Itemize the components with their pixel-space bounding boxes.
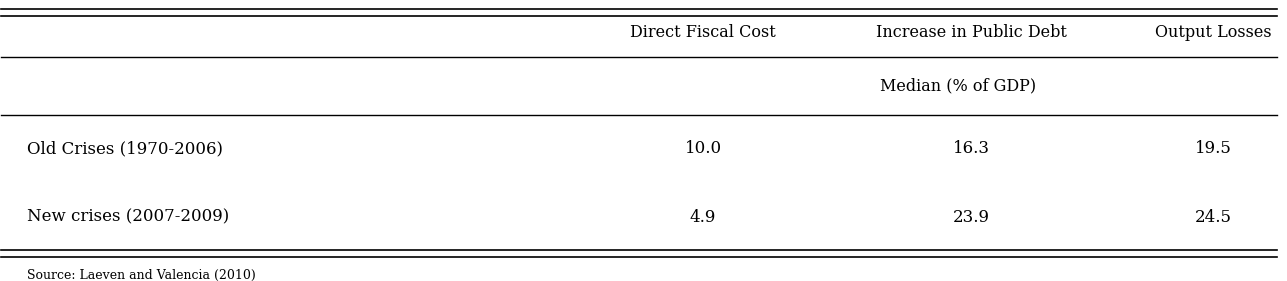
Text: 19.5: 19.5 xyxy=(1194,140,1232,157)
Text: Increase in Public Debt: Increase in Public Debt xyxy=(875,24,1067,42)
Text: 4.9: 4.9 xyxy=(690,209,717,226)
Text: Source: Laeven and Valencia (2010): Source: Laeven and Valencia (2010) xyxy=(27,268,256,281)
Text: Median (% of GDP): Median (% of GDP) xyxy=(880,77,1036,94)
Text: New crises (2007-2009): New crises (2007-2009) xyxy=(27,209,229,226)
Text: 16.3: 16.3 xyxy=(952,140,990,157)
Text: Output Losses: Output Losses xyxy=(1154,24,1272,42)
Text: 24.5: 24.5 xyxy=(1194,209,1232,226)
Text: 10.0: 10.0 xyxy=(685,140,722,157)
Text: Old Crises (1970-2006): Old Crises (1970-2006) xyxy=(27,140,223,157)
Text: 23.9: 23.9 xyxy=(952,209,990,226)
Text: Direct Fiscal Cost: Direct Fiscal Cost xyxy=(631,24,776,42)
